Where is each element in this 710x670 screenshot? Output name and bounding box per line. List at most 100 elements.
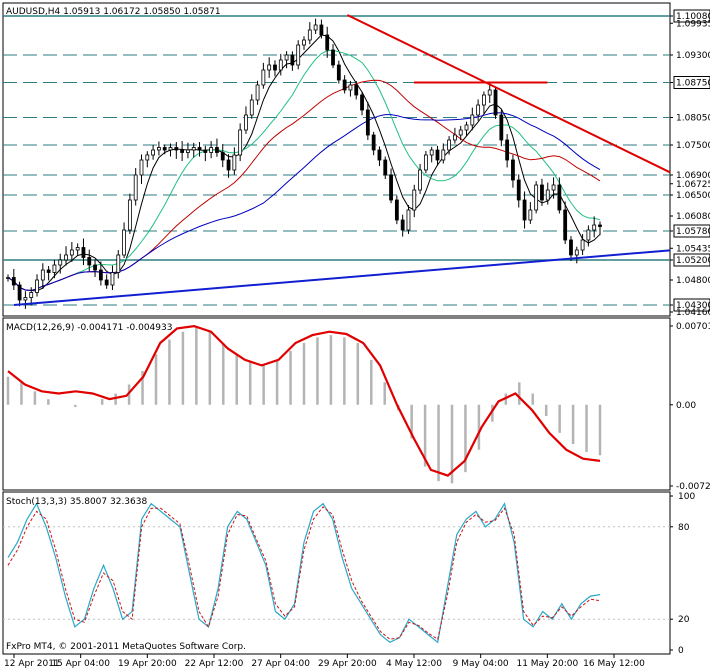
candle-body xyxy=(313,24,318,31)
candle-body xyxy=(302,39,306,46)
time-tick-label: 12 Apr 2011 xyxy=(4,659,60,669)
candle-body xyxy=(412,189,417,211)
stoch-signal-line xyxy=(7,506,601,641)
price-level-box xyxy=(673,298,710,312)
stoch-tick-label: 100 xyxy=(678,492,695,502)
price-tick-label: 1.05435 xyxy=(676,244,710,254)
candle-body xyxy=(336,64,341,81)
candle-body xyxy=(122,229,126,256)
price-level-grid xyxy=(3,15,670,306)
candle-body xyxy=(435,149,440,161)
macd-signal-path xyxy=(7,324,601,477)
candle-body xyxy=(482,94,486,106)
candle-body xyxy=(209,147,214,153)
candle-body xyxy=(522,199,527,221)
stochastic-header: Stoch(13,3,3) 35.8007 32.3638 xyxy=(6,497,147,507)
price-tick-label: 1.08050 xyxy=(676,114,710,124)
stochastic-levels xyxy=(3,526,670,620)
price-tick-label: 1.06900 xyxy=(676,171,710,181)
stoch-tick-label: 80 xyxy=(678,523,690,533)
candle-body xyxy=(87,257,92,266)
candle-body xyxy=(516,179,521,201)
candle-body xyxy=(499,114,504,141)
copyright-text: FxPro MT4, © 2001-2011 MetaQuotes Softwa… xyxy=(6,642,246,652)
time-tick-label: 22 Apr 12:00 xyxy=(185,659,244,669)
candle-body xyxy=(574,249,579,256)
time-tick-label: 4 May 12:00 xyxy=(386,659,442,669)
price-panel: AUDUSD,H4 1.05913 1.06172 1.05850 1.0587… xyxy=(2,2,671,317)
price-tick-label: 1.06080 xyxy=(676,212,710,222)
price-level-box xyxy=(673,253,710,267)
candle-body xyxy=(476,104,481,116)
price-tick-label: 1.10080 xyxy=(676,12,710,22)
candle-body xyxy=(545,189,550,201)
trendline-support xyxy=(13,249,671,306)
candle-body xyxy=(383,159,388,176)
candle-body xyxy=(35,279,39,293)
candle-body xyxy=(511,159,515,181)
stochastic-axis: 100 80 20 0 xyxy=(670,492,695,656)
candle-body xyxy=(557,184,562,211)
candle-body xyxy=(278,59,283,71)
candle-body xyxy=(586,229,591,241)
candle-body xyxy=(64,254,68,261)
time-tick-label: 29 Apr 20:00 xyxy=(318,659,377,669)
candle-body xyxy=(29,292,34,298)
candle-body xyxy=(186,149,190,153)
time-tick-label: 11 May 20:00 xyxy=(516,659,578,669)
candle-body xyxy=(157,147,161,151)
stochastic-panel: Stoch(13,3,3) 35.8007 32.3638 FxPro MT4,… xyxy=(2,491,671,655)
stoch-tick-label: 0 xyxy=(678,646,684,656)
price-tick-label: 1.06500 xyxy=(676,191,710,201)
price-level-box xyxy=(673,224,710,238)
candle-body xyxy=(319,24,324,36)
candle-body xyxy=(325,34,330,51)
candle-body xyxy=(331,49,335,66)
candle-body xyxy=(598,224,602,227)
macd-tick-label: 0.00 xyxy=(676,401,696,411)
trendlines xyxy=(13,14,671,306)
candle-body xyxy=(348,84,353,91)
candle-body xyxy=(354,84,359,96)
candle-body xyxy=(69,249,74,256)
candle-body xyxy=(400,219,405,231)
candle-body xyxy=(162,147,167,151)
candle-body xyxy=(249,99,254,116)
candle-body xyxy=(296,44,301,66)
macd-header: MACD(12,26,9) -0.004171 -0.004933 xyxy=(6,323,172,333)
candle-body xyxy=(551,184,556,191)
price-tick-label: 1.09300 xyxy=(676,51,710,61)
stoch-main-line xyxy=(7,502,601,644)
price-tick-label: 1.08750 xyxy=(676,79,710,89)
candle-body xyxy=(17,284,22,301)
candle-body xyxy=(203,149,208,153)
candle-body xyxy=(40,269,45,281)
trendline-resistance xyxy=(346,14,671,174)
candle-body xyxy=(453,134,457,141)
price-tick-label: 1.06725 xyxy=(676,180,710,190)
stoch-tick-label: 20 xyxy=(678,615,690,625)
candle-body xyxy=(104,279,109,286)
candle-body xyxy=(174,147,179,151)
candle-body xyxy=(580,239,585,251)
candle-body xyxy=(238,129,243,156)
candle-body xyxy=(365,109,370,136)
candle-body xyxy=(58,259,63,266)
price-level-box xyxy=(673,9,710,23)
candle-body xyxy=(168,147,173,151)
candle-body xyxy=(563,209,568,241)
macd-signal-line xyxy=(7,324,601,477)
candle-body xyxy=(389,174,393,201)
price-tick-label: 1.05200 xyxy=(676,256,710,266)
candle-body xyxy=(23,297,28,301)
candle-body xyxy=(11,277,16,286)
candle-body xyxy=(110,272,115,286)
candle-body xyxy=(342,79,347,91)
price-tick-label: 1.04300 xyxy=(676,301,710,311)
candle-body xyxy=(116,254,121,273)
candle-body xyxy=(180,149,185,153)
candle-body xyxy=(528,209,533,221)
